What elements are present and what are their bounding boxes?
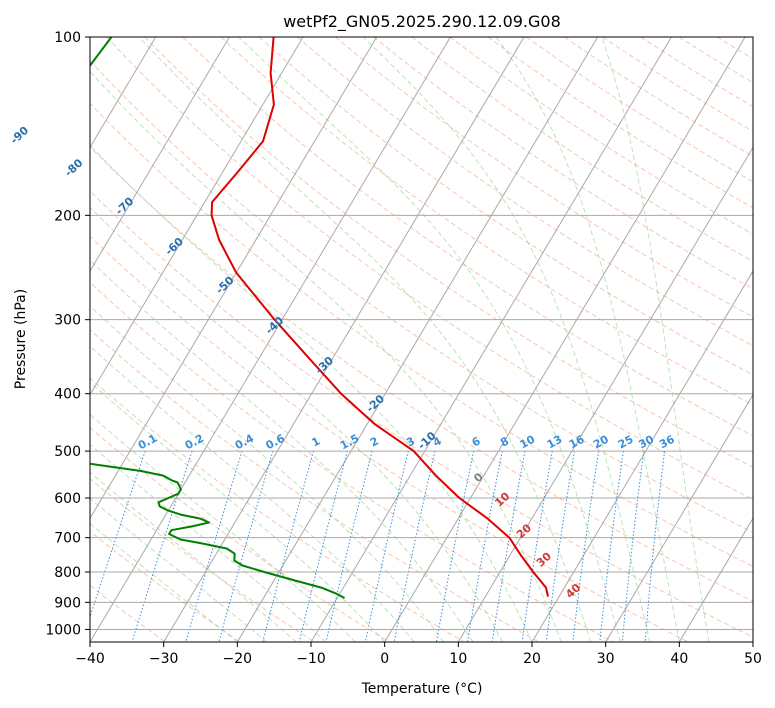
moist-adiabat-line: [362, 37, 651, 642]
y-tick-label: 100: [54, 30, 81, 46]
moist-adiabat-line: [138, 37, 592, 642]
x-tick-label: 10: [449, 651, 467, 667]
isotherm-line: [163, 37, 525, 642]
moist-adiabat-line: [90, 305, 444, 642]
mixing-ratio-line: [572, 451, 600, 642]
dry-adiabat-line: [90, 478, 315, 642]
mixing-ratio-label: 30: [636, 433, 656, 452]
y-tick-label: 600: [54, 491, 81, 507]
isotherm-line: [90, 37, 378, 520]
moist-adiabat-line: [90, 471, 297, 642]
moist-adiabat-line: [238, 37, 621, 642]
moist-adiabat-line: [90, 70, 562, 642]
pressure-gridlines: [90, 37, 753, 630]
moist-adiabat-line: [90, 413, 356, 642]
mixing-ratio-label: 13: [545, 433, 565, 452]
mixing-ratio-line: [298, 450, 348, 642]
isotherm-line: [90, 37, 157, 149]
dry-adiabat-line: [90, 377, 465, 642]
mixing-ratio-line: [599, 451, 624, 642]
y-tick-label: 800: [54, 565, 81, 581]
x-tick-label: 30: [597, 651, 615, 667]
temperature-line: [210, 37, 549, 597]
x-tick-label: 20: [523, 651, 541, 667]
dry-adiabat-line: [90, 102, 753, 568]
x-axis-ticks: −40 −30 −20 −10 0 10 20 30 40 50: [75, 642, 762, 667]
y-tick-label: 1000: [45, 622, 81, 638]
dry-adiabat-line: [90, 235, 689, 642]
dry-adiabat-line: [90, 530, 241, 642]
dry-adiabat-line: [90, 190, 753, 638]
mixing-ratio-label: 10: [518, 433, 538, 452]
moist-adiabat-line: [90, 522, 238, 642]
isotherm-line: [457, 146, 753, 642]
x-tick-label: −10: [296, 651, 326, 667]
mixing-ratio-line: [90, 450, 146, 619]
dry-adiabat-line: [106, 37, 753, 501]
dry-adiabat-line: [182, 37, 753, 437]
isotherm-line: [678, 517, 753, 642]
x-axis-label: Temperature (°C): [361, 681, 483, 697]
moist-adiabat-line: [601, 37, 710, 642]
dry-adiabat-line: [90, 329, 540, 642]
dry-adiabat-line: [90, 281, 614, 642]
moist-adiabat-line: [90, 497, 268, 642]
mixing-ratio-label: 20: [591, 433, 611, 452]
y-axis-ticks: 100 200 300 400 500 600 700 800 900 1000: [45, 30, 90, 638]
y-tick-label: 300: [54, 313, 81, 329]
isotherm-line: [605, 393, 753, 642]
y-axis-label: Pressure (hPa): [13, 289, 29, 389]
moist-adiabat-line: [90, 259, 474, 642]
dry-adiabat-line: [90, 146, 753, 602]
y-tick-label: 200: [54, 208, 81, 224]
dry-adiabat-line: [220, 37, 753, 406]
isotherm-line: [310, 37, 672, 642]
x-tick-label: −20: [223, 651, 253, 667]
mixing-ratio-line: [545, 451, 575, 642]
isotherm-line: [90, 37, 230, 272]
x-tick-label: 0: [380, 651, 389, 667]
moist-adiabat-line: [90, 381, 386, 642]
dry-adiabat-line: [296, 37, 753, 347]
mixing-ratio-line: [644, 451, 666, 642]
y-tick-label: 700: [54, 531, 81, 547]
moist-adiabat-line: [90, 443, 327, 642]
dewpoint-line: [90, 37, 346, 599]
x-tick-label: 50: [744, 651, 762, 667]
isotherm-line: [384, 37, 746, 642]
background-lines: [90, 37, 753, 642]
moist-adiabat-line: [90, 206, 503, 642]
dry-adiabat-line: [373, 37, 753, 290]
dry-adiabat-line: [258, 37, 753, 376]
isotherm-line: [236, 37, 599, 642]
mixing-ratio-label: 25: [616, 433, 636, 452]
y-tick-label: 400: [54, 387, 81, 403]
moist-adiabat-line: [90, 144, 533, 642]
x-tick-label: 40: [670, 651, 688, 667]
mixing-ratio-line: [364, 450, 409, 642]
moist-adiabat-line: [495, 37, 680, 642]
y-tick-label: 900: [54, 595, 81, 611]
mixing-ratio-label: 36: [657, 433, 677, 452]
mixing-ratio-label: 16: [567, 433, 587, 452]
isotherm-line: [531, 270, 753, 642]
y-tick-label: 500: [54, 444, 81, 460]
mixing-ratio-line: [262, 450, 314, 642]
x-tick-label: −30: [149, 651, 179, 667]
isotherm-line: [90, 37, 304, 396]
plot-frame: [89, 36, 754, 643]
profile-series: [90, 37, 549, 599]
mixing-ratio-line: [621, 451, 645, 642]
chart-title: wetPf2_GN05.2025.290.12.09.G08: [283, 12, 561, 32]
dry-adiabat-line: [90, 427, 390, 642]
isotherm-line: [90, 37, 451, 642]
x-tick-label: −40: [75, 651, 105, 667]
mixing-ratio-line: [325, 450, 373, 642]
